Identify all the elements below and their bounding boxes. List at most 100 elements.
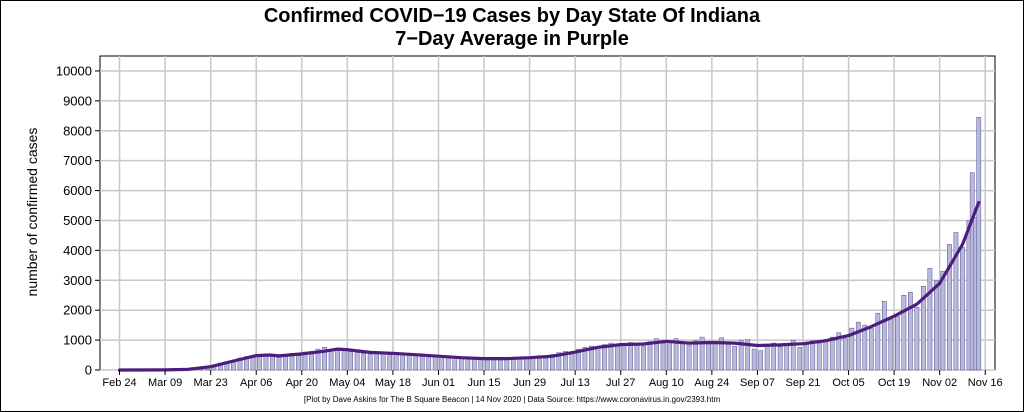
daily-case-bar <box>868 327 874 371</box>
x-tick-label: Oct 19 <box>878 377 910 389</box>
y-tick-label: 0 <box>85 363 92 378</box>
daily-case-bar <box>960 247 965 371</box>
x-tick-label: Feb 24 <box>102 377 136 389</box>
chart-subtitle: 7−Day Average in Purple <box>395 28 629 50</box>
daily-case-bar <box>523 358 529 371</box>
y-tick-label: 2000 <box>63 303 92 318</box>
daily-case-bar <box>361 353 366 371</box>
grid-lines <box>100 56 995 371</box>
daily-case-bar <box>790 339 796 371</box>
daily-case-bar <box>901 294 907 371</box>
plot-border <box>99 55 996 371</box>
x-tick-label: Mar 09 <box>148 377 182 389</box>
daily-case-bar <box>250 356 256 371</box>
daily-case-bar <box>849 327 855 371</box>
daily-case-bar <box>927 268 933 371</box>
daily-case-bar <box>881 300 887 371</box>
daily-case-bar <box>947 244 952 371</box>
daily-case-bar <box>732 345 738 371</box>
daily-case-bar <box>478 358 484 371</box>
daily-case-bar <box>888 318 894 371</box>
daily-case-bar <box>976 117 982 371</box>
daily-case-bar <box>445 356 451 371</box>
daily-case-bar <box>647 341 653 371</box>
daily-case-bar <box>855 321 861 371</box>
daily-case-bar <box>699 336 705 371</box>
x-tick-label: May 18 <box>375 377 411 389</box>
daily-case-bar <box>725 342 731 371</box>
daily-case-bar <box>628 342 633 371</box>
daily-case-bar <box>836 332 842 371</box>
y-tick-label: 10000 <box>56 63 92 78</box>
daily-case-bar <box>458 358 464 371</box>
daily-case-bar <box>894 315 900 371</box>
x-tick-label: Aug 24 <box>694 377 729 389</box>
daily-case-bar <box>764 345 770 371</box>
daily-case-bar <box>426 355 432 371</box>
y-tick-label: 8000 <box>63 123 92 138</box>
chart-footer: [Plot by Dave Askins for The B Square Be… <box>303 395 721 404</box>
daily-case-bar <box>296 355 301 371</box>
daily-case-bar <box>686 345 692 371</box>
daily-case-bar <box>751 348 757 371</box>
daily-case-bar <box>419 356 425 371</box>
daily-case-bar <box>497 359 503 371</box>
daily-bars <box>152 117 982 371</box>
seven-day-average-polyline <box>117 200 981 372</box>
daily-case-bar <box>328 349 334 371</box>
y-tick-label: 5000 <box>63 213 92 228</box>
daily-case-bar <box>270 355 275 371</box>
daily-case-bar <box>576 348 581 371</box>
daily-case-bar <box>569 351 575 371</box>
daily-case-bar <box>803 344 809 371</box>
daily-case-bar <box>719 337 724 371</box>
daily-case-bar <box>654 338 659 371</box>
daily-case-bar <box>335 350 340 371</box>
daily-case-bar <box>667 340 672 371</box>
x-tick-label: Jul 13 <box>560 377 589 389</box>
x-tick-label: Sep 21 <box>786 377 821 389</box>
daily-case-bar <box>934 280 939 371</box>
daily-case-bar <box>582 347 588 371</box>
daily-case-bar <box>673 338 679 371</box>
daily-case-bar <box>556 352 562 371</box>
x-tick-label: Jun 29 <box>513 377 546 389</box>
daily-case-bar <box>758 350 764 371</box>
daily-case-bar <box>777 346 783 371</box>
daily-case-bar <box>367 354 373 371</box>
x-tick-label: Nov 02 <box>922 377 957 389</box>
daily-case-bar <box>341 348 347 371</box>
daily-case-bar <box>921 286 926 371</box>
seven-day-average-line <box>117 200 981 372</box>
x-tick-label: Sep 07 <box>740 377 775 389</box>
x-tick-label: Jun 15 <box>468 377 501 389</box>
daily-case-bar <box>745 339 751 371</box>
y-tick-label: 9000 <box>63 93 92 108</box>
x-tick-label: Jul 27 <box>606 377 635 389</box>
daily-case-bar <box>908 291 913 371</box>
daily-case-bar <box>452 357 458 371</box>
daily-case-bar <box>810 340 816 371</box>
y-tick-label: 1000 <box>63 333 92 348</box>
daily-case-bar <box>257 354 262 371</box>
daily-case-bar <box>393 352 399 371</box>
daily-case-bar <box>602 344 607 371</box>
daily-case-bar <box>432 356 438 371</box>
daily-case-bar <box>862 324 868 371</box>
daily-case-bar <box>816 342 822 371</box>
daily-case-bar <box>563 351 568 371</box>
daily-case-bar <box>784 343 790 371</box>
y-tick-label: 3000 <box>63 273 92 288</box>
daily-case-bar <box>738 339 744 371</box>
daily-case-bar <box>504 358 510 371</box>
x-ticks: Feb 24 Mar 09 Mar 23 Apr 06 Apr 20 May 04 May … <box>102 370 1003 389</box>
x-tick-label: Oct 05 <box>832 377 864 389</box>
daily-case-bar <box>914 306 920 371</box>
daily-case-bar <box>387 354 393 371</box>
daily-case-bar <box>400 353 406 371</box>
x-tick-label: Nov 16 <box>968 377 1003 389</box>
daily-case-bar <box>771 342 777 371</box>
daily-case-bar <box>842 338 848 371</box>
daily-case-bar <box>634 344 640 371</box>
daily-case-bar <box>706 343 711 371</box>
